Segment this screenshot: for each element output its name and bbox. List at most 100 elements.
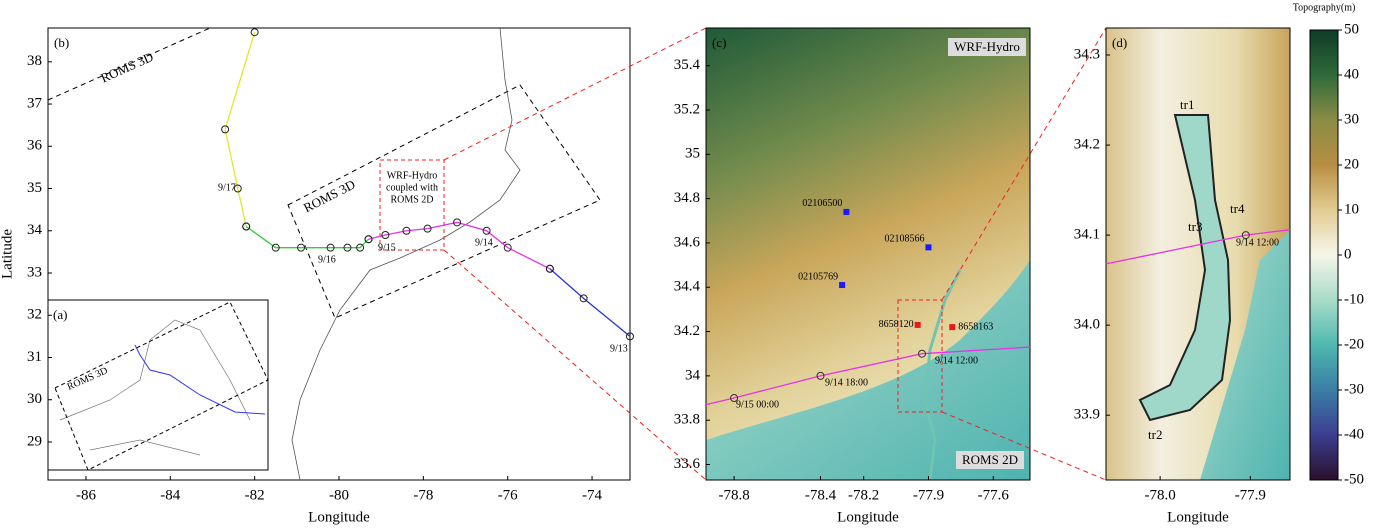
track-point bbox=[730, 394, 739, 403]
y-tick-label: 35.2 bbox=[674, 101, 700, 117]
panel-label: (c) bbox=[712, 35, 726, 50]
annotation: ROMS 2D bbox=[962, 452, 1018, 467]
y-tick-label: 40 bbox=[1344, 66, 1359, 82]
track-point bbox=[579, 294, 588, 303]
ocean bbox=[1200, 230, 1290, 480]
inset bbox=[47, 299, 269, 471]
track-line bbox=[224, 32, 256, 227]
y-tick-label: 34.3 bbox=[1074, 46, 1100, 62]
y-tick-label: 33.9 bbox=[1074, 407, 1100, 423]
river bbox=[923, 269, 962, 480]
y-tick-label: 0 bbox=[1344, 246, 1352, 262]
ocean bbox=[706, 260, 1030, 480]
annotation: tr4 bbox=[1230, 201, 1245, 216]
annotation: coupled with bbox=[386, 182, 438, 193]
station-label: 02108566 bbox=[884, 234, 924, 245]
label-bg bbox=[956, 451, 1024, 469]
annotation: 9/14 12:00 bbox=[935, 355, 978, 366]
track-line bbox=[549, 268, 631, 337]
y-tick-label: -20 bbox=[1344, 336, 1364, 352]
x-tick-label: -76 bbox=[498, 487, 518, 503]
x-tick-label: -77.9 bbox=[1235, 487, 1266, 503]
track-point bbox=[233, 184, 242, 193]
annotation: tr2 bbox=[1148, 427, 1162, 442]
y-tick-label: 34 bbox=[27, 222, 43, 238]
colorbar-title: Topography(m) bbox=[1293, 2, 1356, 13]
wrf-box bbox=[379, 159, 445, 251]
annotation: 9/16 bbox=[318, 254, 336, 265]
y-tick-label: 35 bbox=[685, 146, 700, 162]
track-point bbox=[326, 243, 335, 252]
y-tick-label: 33.8 bbox=[674, 412, 700, 428]
y-axis-label: Latitude bbox=[0, 229, 15, 279]
y-tick-label: -50 bbox=[1344, 471, 1364, 487]
x-tick-label: -82 bbox=[245, 487, 265, 503]
station-label: 02105769 bbox=[798, 271, 838, 282]
y-tick-label: -30 bbox=[1344, 381, 1364, 397]
y-tick-label: 35.4 bbox=[674, 57, 701, 73]
track-point bbox=[271, 243, 280, 252]
x-tick-label: -78.0 bbox=[1144, 487, 1175, 503]
track-point bbox=[918, 349, 926, 358]
y-tick-label: 34.6 bbox=[674, 234, 701, 250]
y-tick-label: 37 bbox=[27, 95, 43, 111]
station-label: 8658120 bbox=[879, 319, 914, 330]
x-axis-label: Longitude bbox=[308, 509, 370, 525]
zoom-line bbox=[443, 27, 707, 481]
panel-label: (b) bbox=[54, 35, 69, 50]
y-tick-label: 34.2 bbox=[674, 323, 700, 339]
track-point bbox=[423, 224, 432, 233]
zoom-line bbox=[941, 27, 1107, 481]
track-point bbox=[381, 230, 390, 239]
track-point bbox=[297, 243, 306, 252]
track-point bbox=[1241, 231, 1250, 240]
x-axis-label: Longitude bbox=[1167, 509, 1229, 525]
track-point bbox=[545, 264, 554, 273]
y-tick-label: 33.6 bbox=[674, 456, 701, 472]
y-tick-label: 10 bbox=[1344, 201, 1359, 217]
y-tick-label: 50 bbox=[1344, 21, 1359, 37]
track-line bbox=[1105, 229, 1291, 265]
y-tick-label: 34.1 bbox=[1074, 227, 1100, 243]
y-tick-label: 20 bbox=[1344, 156, 1359, 172]
track-point bbox=[503, 243, 512, 252]
track-point bbox=[453, 218, 462, 227]
track-line bbox=[705, 346, 1031, 406]
x-tick-label: -78.4 bbox=[805, 487, 837, 503]
annotation: 9/15 00:00 bbox=[736, 399, 779, 410]
station bbox=[839, 282, 846, 289]
y-tick-label: 38 bbox=[27, 53, 42, 69]
colorbar-ramp bbox=[1309, 29, 1339, 481]
inset-coast bbox=[59, 319, 251, 456]
y-tick-label: -10 bbox=[1344, 291, 1364, 307]
panel-label: (d) bbox=[1112, 35, 1127, 50]
y-tick-label: 29 bbox=[27, 433, 42, 449]
track-point bbox=[482, 226, 491, 235]
annotation: tr3 bbox=[1188, 219, 1202, 234]
track-point bbox=[343, 243, 352, 252]
y-tick-label: 33 bbox=[27, 264, 42, 280]
y-tick-label: 35 bbox=[27, 180, 42, 196]
annotation: 9/15 bbox=[378, 242, 396, 253]
y-tick-label: 34.4 bbox=[674, 279, 701, 295]
inset-track bbox=[134, 344, 266, 415]
annotation: WRF-Hydro bbox=[387, 170, 438, 181]
annotation: 9/14 18:00 bbox=[825, 377, 868, 388]
y-tick-label: 31 bbox=[27, 349, 42, 365]
annotation: ROMS 2D bbox=[390, 194, 433, 205]
track-point bbox=[356, 243, 365, 252]
y-tick-label: 36 bbox=[27, 138, 43, 154]
annotation: 9/13 bbox=[610, 343, 628, 354]
track-line bbox=[245, 226, 369, 249]
annotation: WRF-Hydro bbox=[954, 39, 1020, 54]
station bbox=[949, 324, 956, 331]
annotation: tr1 bbox=[1180, 97, 1194, 112]
label-bg bbox=[948, 38, 1026, 56]
annotation: 9/14 12:00 bbox=[1236, 237, 1279, 248]
y-tick-label: -40 bbox=[1344, 426, 1364, 442]
station-label: 02106500 bbox=[802, 198, 842, 209]
y-tick-label: 32 bbox=[27, 307, 42, 323]
estuary bbox=[1138, 114, 1232, 422]
track-point bbox=[250, 28, 259, 37]
